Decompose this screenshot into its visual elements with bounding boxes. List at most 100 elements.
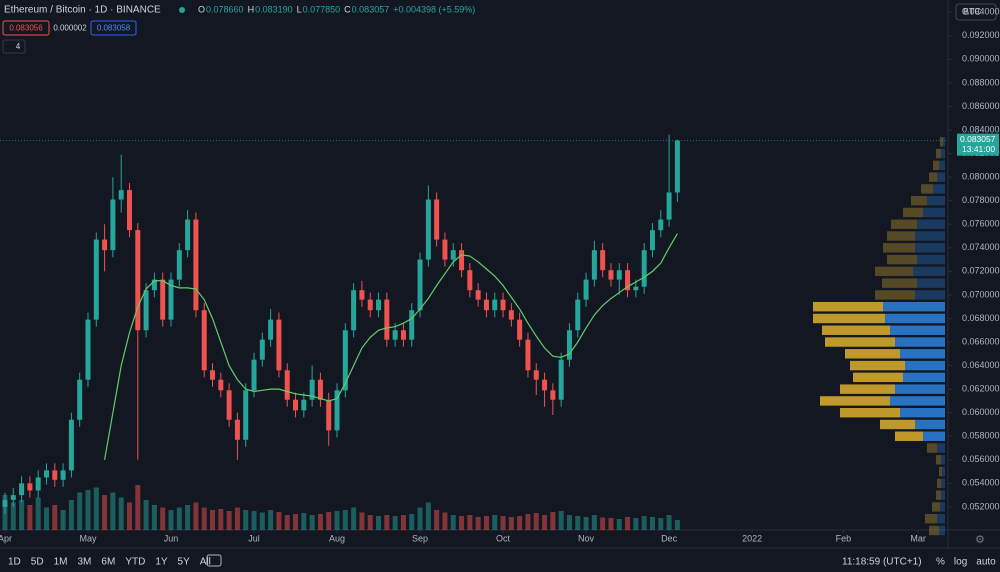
- sell-button[interactable]: [2, 20, 50, 36]
- candle-body: [550, 390, 556, 400]
- ohlc-value: 0.077850: [303, 4, 341, 14]
- volume-bar: [60, 510, 66, 530]
- profile-down: [822, 325, 890, 335]
- x-tick-label: Apr: [0, 533, 12, 543]
- ohlc-key: L: [297, 4, 302, 14]
- volume-bar: [641, 516, 647, 530]
- volume-bar: [243, 510, 249, 530]
- date-range-icon[interactable]: [206, 554, 222, 567]
- volume-bar: [649, 517, 655, 530]
- profile-down: [929, 172, 937, 182]
- ohlc-value: 0.078660: [206, 4, 244, 14]
- candle-body: [110, 199, 116, 251]
- volume-bar: [43, 507, 49, 530]
- candle-body: [68, 419, 74, 471]
- candle-body: [168, 279, 174, 320]
- candle-body: [533, 370, 539, 380]
- profile-up: [941, 455, 945, 465]
- indicators-count[interactable]: 4: [16, 42, 21, 51]
- candle-body: [126, 190, 132, 231]
- range-button[interactable]: 3M: [78, 557, 92, 568]
- candle-body: [376, 299, 382, 311]
- candle-body: [583, 279, 589, 300]
- ui-layer: Ethereum / Bitcoin · 1D · BINANCE O 0.078…: [0, 3, 1000, 568]
- profile-down: [820, 396, 890, 406]
- profile-down: [880, 419, 915, 430]
- ohlc-values: O 0.078660 H 0.083190 L 0.077850 C 0.083057 +0.0…: [198, 4, 475, 14]
- settings-icon[interactable]: ⚙: [975, 534, 985, 546]
- y-tick-label: 0.064000: [962, 360, 1000, 370]
- currency-button[interactable]: [955, 3, 997, 21]
- scale-option[interactable]: %: [936, 557, 945, 568]
- buy-button[interactable]: [90, 20, 137, 36]
- profile-down: [929, 525, 939, 536]
- volume-bar: [459, 516, 465, 530]
- profile-down: [887, 231, 915, 241]
- profile-down: [940, 137, 943, 147]
- volume-bar: [110, 492, 116, 530]
- profile-up: [900, 407, 945, 418]
- ohlc-value: 0.083057: [352, 4, 390, 14]
- candle-body: [2, 499, 8, 507]
- clock: 11:18:59 (UTC+1): [842, 557, 922, 568]
- candle-body: [450, 250, 456, 260]
- currency[interactable]: BTC: [963, 6, 982, 16]
- volume-bar: [442, 512, 448, 530]
- candle-body: [293, 399, 299, 411]
- volume-bar: [566, 515, 572, 530]
- y-tick-label: 0.092000: [962, 30, 1000, 40]
- volume-bar: [376, 516, 382, 530]
- candle-body: [326, 399, 332, 431]
- volume-bar: [85, 490, 91, 530]
- volume-bar: [384, 515, 390, 530]
- volume-bar: [201, 507, 207, 530]
- profile-up: [913, 266, 945, 277]
- candle-body: [633, 286, 639, 291]
- scale-option[interactable]: auto: [976, 557, 996, 568]
- profile-down: [882, 278, 917, 288]
- symbol-title[interactable]: Ethereum / Bitcoin · 1D · BINANCE: [4, 5, 161, 16]
- volume-bar: [508, 517, 514, 530]
- buy-price[interactable]: 0.083058: [97, 24, 131, 33]
- profile-down: [813, 313, 885, 324]
- volume-bar: [616, 519, 622, 530]
- x-tick-label: Feb: [836, 533, 852, 543]
- range-button[interactable]: 6M: [101, 557, 115, 568]
- volume-bar: [176, 507, 182, 530]
- volume-bar: [226, 511, 232, 530]
- candle-body: [658, 219, 664, 231]
- range-button[interactable]: 5Y: [178, 557, 191, 568]
- volume-bar: [234, 507, 240, 530]
- range-button[interactable]: 5D: [31, 557, 44, 568]
- candle-body: [301, 399, 307, 411]
- candle-body: [616, 270, 622, 280]
- candle-body: [251, 359, 257, 391]
- volume-bar: [625, 517, 631, 530]
- range-button[interactable]: YTD: [125, 557, 145, 568]
- profile-up: [917, 278, 945, 288]
- indicators-toggle[interactable]: [2, 39, 26, 54]
- sell-price[interactable]: 0.083056: [9, 24, 43, 33]
- candle-body: [276, 319, 282, 371]
- candle-body: [417, 259, 423, 311]
- volume-bar: [392, 516, 398, 530]
- range-button[interactable]: 1D: [8, 557, 21, 568]
- candle-body: [409, 310, 415, 340]
- candle-body: [284, 370, 290, 400]
- scale-option[interactable]: log: [954, 557, 967, 568]
- range-button[interactable]: 1Y: [155, 557, 168, 568]
- x-tick-label: Mar: [910, 533, 926, 543]
- volume-bar: [35, 497, 41, 530]
- profile-down: [911, 195, 927, 206]
- range-button[interactable]: All: [200, 557, 211, 568]
- profile-up: [915, 243, 945, 253]
- y-tick-label: 0.086000: [962, 101, 1000, 111]
- profile-down: [925, 513, 937, 524]
- range-button[interactable]: 1M: [54, 557, 68, 568]
- volume-bar: [27, 505, 33, 530]
- candle-body: [118, 190, 124, 200]
- y-tick-label: 0.056000: [962, 454, 1000, 464]
- ohlc-key: C: [344, 4, 351, 14]
- candle-body: [52, 470, 58, 480]
